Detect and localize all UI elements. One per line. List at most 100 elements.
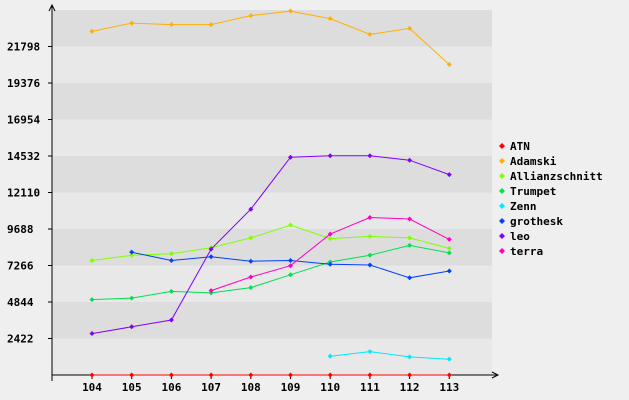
legend-marker	[499, 188, 505, 194]
data-point	[89, 297, 95, 303]
data-point	[407, 25, 413, 31]
data-point	[367, 215, 373, 221]
plot-band	[52, 83, 492, 120]
data-point	[208, 372, 214, 378]
data-point	[327, 261, 333, 267]
data-point	[367, 153, 373, 159]
data-point	[446, 236, 452, 242]
data-point	[288, 257, 293, 263]
legend-label: ATN	[510, 140, 530, 153]
y-tick-label: 16954	[7, 114, 40, 127]
data-point	[367, 252, 373, 258]
series-line	[91, 155, 450, 335]
data-point	[327, 353, 333, 359]
data-point	[288, 154, 293, 160]
data-point	[89, 28, 95, 34]
x-tick-label: 106	[161, 381, 181, 394]
data-point	[446, 268, 452, 274]
data-point	[407, 235, 413, 241]
series-group	[89, 8, 452, 378]
data-point	[129, 372, 135, 378]
series-terra	[208, 215, 452, 294]
x-tick-label: 108	[241, 381, 261, 394]
x-tick-label: 105	[122, 381, 142, 394]
x-axis-ticks: 104 105 106 107 108 109 110 111 112 113	[82, 375, 459, 394]
series-trumpet	[89, 242, 452, 303]
x-tick-label: 109	[281, 381, 301, 394]
data-point	[288, 8, 293, 14]
plot-band	[52, 229, 492, 266]
y-tick-label: 7266	[7, 260, 34, 273]
data-point	[248, 235, 254, 241]
legend-label: Zenn	[510, 200, 537, 213]
series-atn	[89, 372, 452, 378]
legend-marker	[499, 233, 505, 239]
data-point	[407, 275, 413, 281]
legend-label: terra	[510, 245, 543, 258]
data-point	[367, 372, 373, 378]
plot-band	[52, 10, 492, 47]
data-point	[248, 258, 254, 264]
plot-band	[52, 265, 492, 302]
legend-marker	[499, 173, 505, 179]
legend-label: Adamski	[510, 155, 557, 168]
x-tick-label: 110	[320, 381, 340, 394]
y-tick-label: 12110	[7, 187, 40, 200]
series-allianzschnitt	[89, 222, 452, 263]
plot-band	[52, 192, 492, 229]
legend-marker	[499, 218, 505, 224]
y-tick-label: 19376	[7, 77, 40, 90]
series-line	[91, 244, 450, 301]
data-point	[168, 317, 174, 323]
plot-band	[52, 338, 492, 375]
data-point	[168, 372, 174, 378]
data-point	[327, 231, 333, 237]
data-point	[407, 157, 413, 163]
data-point	[129, 252, 135, 258]
data-point	[168, 251, 174, 257]
data-point	[89, 372, 95, 378]
series-line	[330, 351, 450, 360]
y-tick-label: 14532	[7, 150, 40, 163]
data-point	[446, 62, 452, 68]
data-point	[367, 31, 373, 37]
data-point	[129, 324, 135, 330]
legend-marker	[499, 158, 505, 164]
y-tick-label: 2422	[7, 333, 34, 346]
plot-band	[52, 302, 492, 339]
data-point	[367, 262, 373, 268]
y-tick-label: 4844	[7, 296, 34, 309]
data-point	[288, 372, 293, 378]
data-point	[208, 254, 214, 260]
legend-marker	[499, 143, 505, 149]
x-tick-label: 111	[360, 381, 380, 394]
data-point	[327, 153, 333, 159]
data-point	[248, 206, 254, 212]
data-point	[407, 372, 413, 378]
y-tick-label: 21798	[7, 41, 40, 54]
data-point	[407, 354, 413, 360]
legend: ATN Adamski Allianzschnitt Trumpet Zenn groth…	[499, 140, 603, 258]
data-point	[208, 22, 214, 28]
data-point	[446, 250, 452, 256]
data-point	[129, 295, 135, 301]
legend-marker	[499, 248, 505, 254]
data-point	[407, 216, 413, 222]
data-point	[248, 13, 254, 19]
series-zenn	[327, 349, 452, 362]
plot-band	[52, 119, 492, 156]
data-point	[248, 285, 254, 291]
data-point	[248, 372, 254, 378]
data-point	[407, 242, 413, 248]
legend-marker	[499, 203, 505, 209]
y-axis-ticks: 2422 4844 7266 9688 12110 14532 16954 19376 2179…	[7, 41, 52, 346]
series-grothesk	[129, 249, 452, 281]
data-point	[168, 288, 174, 294]
y-axis-arrow	[48, 3, 56, 12]
x-tick-label: 112	[400, 381, 420, 394]
x-tick-label: 107	[201, 381, 221, 394]
plot-bands	[52, 10, 492, 375]
series-adamski	[89, 8, 452, 68]
series-line	[91, 224, 450, 261]
